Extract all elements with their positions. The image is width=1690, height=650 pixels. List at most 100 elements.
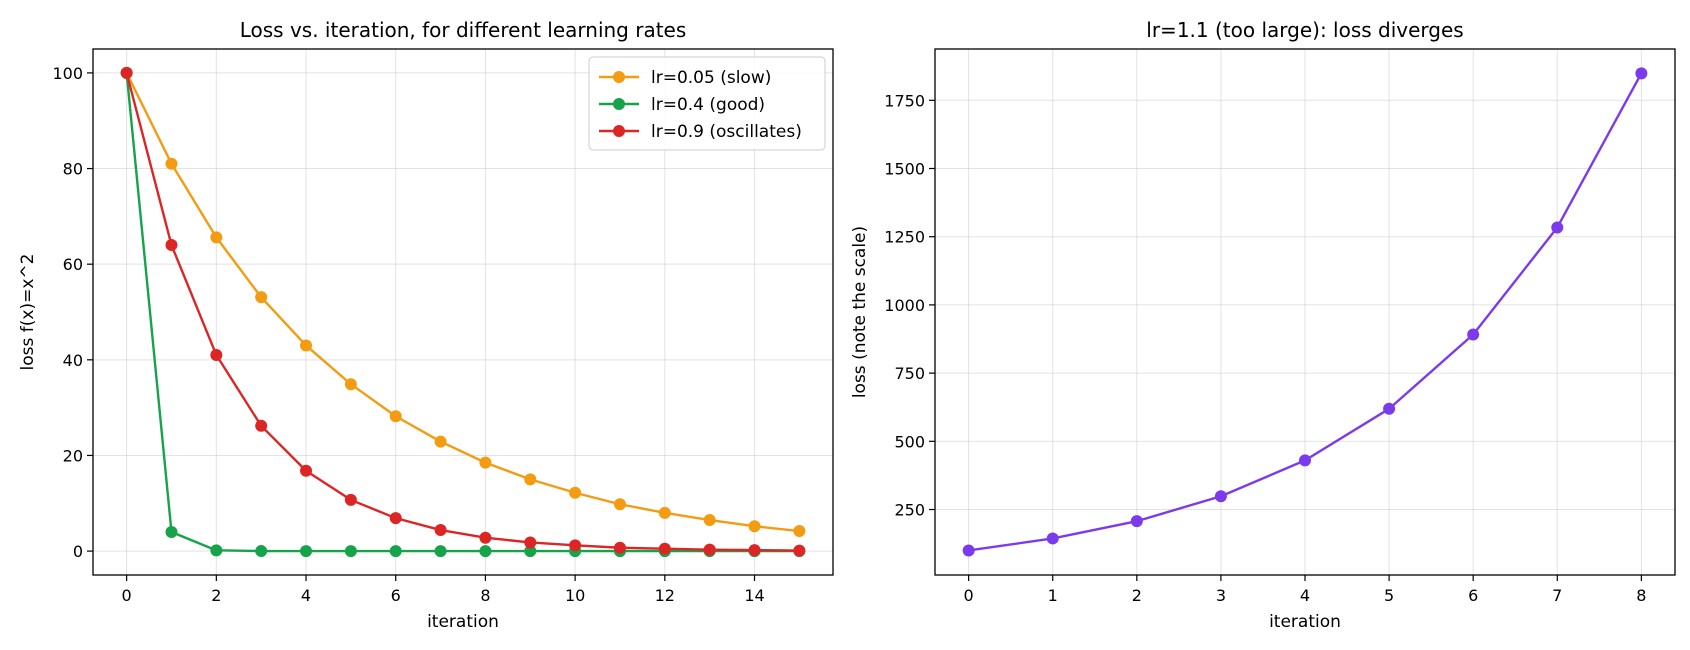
legend-marker-2 [613, 98, 625, 110]
data-point [613, 541, 626, 554]
data-point [1130, 515, 1143, 528]
plot-frame [92, 48, 834, 576]
data-point [389, 545, 402, 558]
data-point [569, 539, 582, 552]
legend-marker-3 [613, 125, 625, 137]
data-point [479, 456, 492, 469]
y-tick-label: 80 [63, 160, 83, 179]
y-tick-label: 250 [894, 501, 925, 520]
x-tick-label: 3 [1216, 586, 1226, 605]
chart-1: 0 2 4 6 8 10 12 14 0 20 40 60 80 100 Loss vs. iteratio… [18, 18, 834, 632]
y-tick-label: 40 [63, 351, 83, 370]
data-point [165, 239, 178, 252]
legend-label-1: lr=0.05 (slow) [651, 68, 771, 88]
y-tick-label: 0 [73, 542, 83, 561]
series-line-1 [125, 71, 801, 533]
x-tick-label: 7 [1552, 586, 1562, 605]
data-point [120, 66, 133, 79]
data-point [1214, 490, 1227, 503]
data-point [1635, 67, 1648, 80]
chart-title: Loss vs. iteration, for different learni… [240, 18, 687, 42]
y-tick-label: 1750 [884, 91, 925, 110]
data-point [344, 545, 357, 558]
data-point [434, 545, 447, 558]
data-point [613, 498, 626, 511]
x-axis-label: iteration [1269, 612, 1341, 632]
y-tick-label: 500 [894, 432, 925, 451]
y-tick-label: 750 [894, 364, 925, 383]
data-point [255, 291, 268, 304]
data-point [962, 544, 975, 557]
data-point [389, 410, 402, 423]
data-point [793, 525, 806, 538]
y-tick-label: 20 [63, 446, 83, 465]
legend: lr=0.05 (slow) lr=0.4 (good) lr=0.9 (oscil… [588, 56, 826, 151]
data-point [210, 544, 223, 557]
chart-title: lr=1.1 (too large): loss diverges [1146, 18, 1463, 42]
legend-label-2: lr=0.4 (good) [651, 95, 765, 115]
data-point [703, 514, 716, 527]
chart-2: 0 1 2 3 4 5 6 7 8 250 500 750 1000 1250 1500 1750 lr=1.1… [850, 18, 1676, 632]
y-axis-label: loss f(x)=x^2 [18, 254, 38, 371]
y-tick-label: 1250 [884, 228, 925, 247]
data-point [1299, 454, 1311, 467]
data-point [210, 231, 223, 244]
x-tick-label: 4 [1300, 586, 1310, 605]
data-point [479, 545, 492, 558]
data-point [434, 435, 447, 448]
data-point [658, 542, 671, 555]
data-point [344, 378, 357, 391]
x-tick-label: 8 [1636, 586, 1646, 605]
data-point [569, 486, 582, 499]
x-tick-label: 8 [480, 586, 490, 605]
data-point [524, 536, 537, 549]
data-point [255, 419, 268, 432]
x-tick-label: 14 [744, 586, 764, 605]
y-tick-label: 60 [63, 255, 83, 274]
data-point [479, 531, 492, 544]
data-point [165, 525, 178, 538]
data-point [524, 545, 537, 558]
x-tick-label: 6 [1468, 586, 1478, 605]
x-tick-label: 10 [565, 586, 585, 605]
data-point [658, 506, 671, 519]
data-point [389, 512, 402, 525]
x-tick-label: 5 [1384, 586, 1394, 605]
x-tick-label: 2 [211, 586, 221, 605]
data-point [300, 464, 313, 477]
data-point [1383, 402, 1396, 415]
x-tick-label: 0 [964, 586, 974, 605]
data-point [1551, 221, 1564, 234]
y-axis-label: loss (note the scale) [850, 226, 870, 398]
data-point [748, 544, 761, 557]
data-point [1046, 532, 1059, 545]
series-line-2 [125, 71, 801, 553]
data-point [524, 473, 537, 486]
legend-box [588, 56, 826, 151]
data-point [300, 545, 313, 558]
data-point [703, 543, 716, 556]
y-tick-label: 100 [52, 64, 83, 83]
x-tick-label: 4 [301, 586, 311, 605]
data-point [300, 339, 313, 352]
legend-label-3: lr=0.9 (oscillates) [651, 122, 802, 142]
data-point [255, 545, 268, 558]
x-tick-label: 2 [1132, 586, 1142, 605]
data-point [210, 349, 223, 362]
x-tick-label: 6 [391, 586, 401, 605]
data-point [344, 493, 357, 506]
x-axis-label: iteration [427, 612, 499, 632]
data-point [748, 520, 761, 533]
plot-frame [934, 48, 1676, 576]
legend-marker-1 [613, 71, 625, 83]
data-point [1467, 328, 1480, 341]
data-point [165, 157, 178, 170]
x-tick-label: 12 [655, 586, 675, 605]
x-tick-label: 0 [122, 586, 132, 605]
y-tick-label: 1500 [884, 159, 925, 178]
y-tick-label: 1000 [884, 296, 925, 315]
data-point [793, 544, 806, 557]
x-tick-label: 1 [1048, 586, 1058, 605]
series-line-3 [125, 71, 801, 552]
